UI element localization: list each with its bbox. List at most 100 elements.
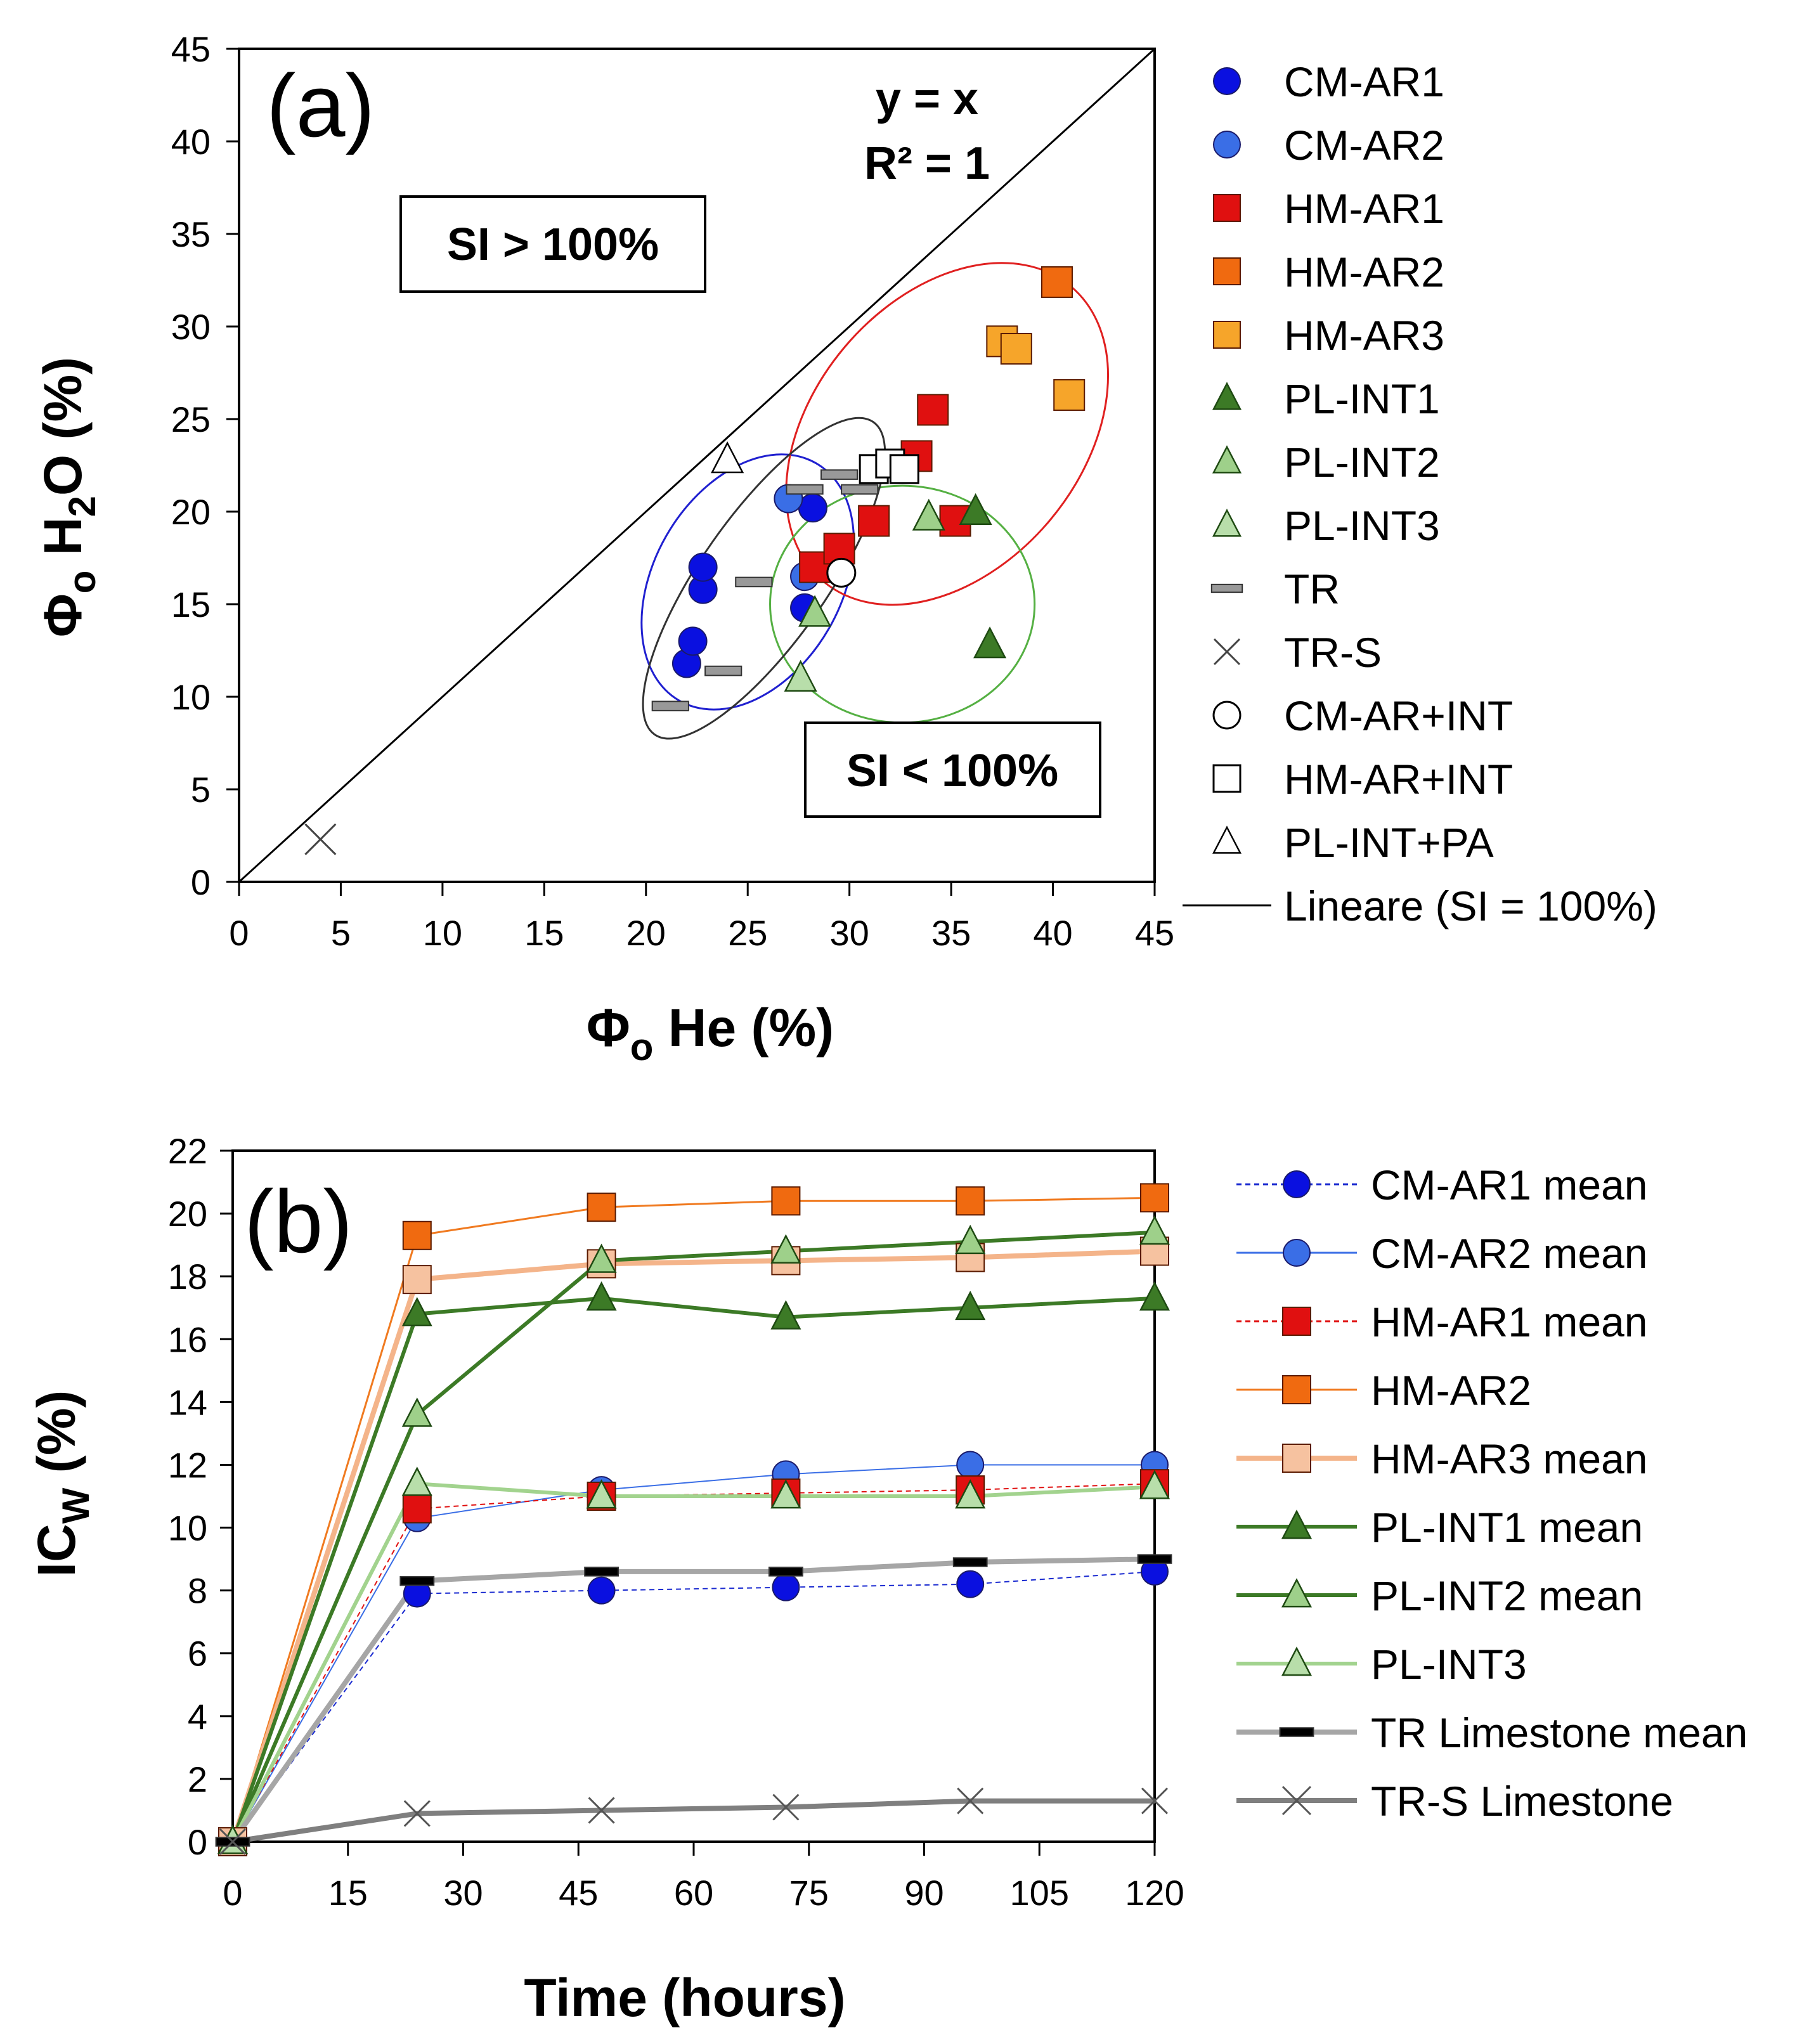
point-cm-ar2-mean (956, 1451, 985, 1479)
legend-marker-pl-int1-mean (1281, 1510, 1313, 1539)
legend-label-hm-ar2: HM-AR2 (1371, 1367, 1531, 1414)
point-tr-s-limestone (957, 1787, 984, 1814)
annotation-box-si-high (399, 195, 706, 293)
y-tick-label: 16 (168, 1319, 207, 1359)
legend-marker-pl-int-pa (1212, 825, 1242, 854)
legend-label-tr-limestone-mean: TR Limestone mean (1371, 1709, 1747, 1756)
point-tr (735, 576, 773, 588)
legend-label-tr: TR (1284, 566, 1340, 612)
x-tick-label: 0 (229, 913, 249, 953)
legend-marker-pl-int3 (1281, 1646, 1313, 1676)
x-axis-title-b: Time (hours) (524, 1968, 845, 2028)
x-tick-label: 120 (1125, 1873, 1184, 1913)
legend-label-tr-s-limestone: TR-S Limestone (1371, 1778, 1673, 1825)
point-pl-int1 (973, 626, 1007, 659)
point-hm-ar1 (917, 394, 949, 426)
legend-label-lineare-si-100: Lineare (SI = 100%) (1284, 883, 1657, 929)
point-tr (786, 484, 824, 495)
y-tick-label: 8 (188, 1571, 207, 1611)
point-pl-int2 (912, 498, 945, 531)
point-hm-ar1 (823, 533, 855, 565)
y-tick-label: 40 (171, 122, 211, 162)
point-hm-ar3 (1000, 333, 1032, 365)
x-tick-label: 75 (789, 1873, 829, 1913)
legend-marker-cm-ar2 (1213, 131, 1241, 158)
series-lines-b (230, 1196, 1155, 1844)
legend-label-hm-ar1-mean: HM-AR1 mean (1371, 1298, 1647, 1345)
point-pl-int3 (1139, 1470, 1170, 1499)
point-pl-int1-mean (401, 1297, 432, 1327)
series-line-pl-int2-mean (231, 1230, 1155, 1843)
identity-line (238, 48, 1156, 883)
point-pl-int1-mean (770, 1300, 801, 1329)
legend-label-cm-ar1: CM-AR1 (1284, 58, 1444, 105)
x-tick-label: 10 (423, 913, 462, 953)
series-line-pl-int1-mean (231, 1296, 1155, 1842)
x-tick-label: 105 (1010, 1873, 1069, 1913)
point-hm-ar3 (1053, 379, 1086, 411)
point-hm-ar1 (939, 505, 971, 537)
legend-marker-pl-int1 (1212, 382, 1242, 410)
point-tr-s-limestone (772, 1794, 800, 1821)
point-pl-int2-mean (401, 1397, 432, 1427)
series-line-cm-ar1-mean (232, 1570, 1155, 1842)
point-pl-int1-mean (955, 1290, 986, 1321)
legend-marker-cm-ar-int (1212, 701, 1242, 730)
point-cm-ar-int (826, 557, 857, 588)
y-tick-label: 5 (191, 770, 211, 810)
y-tick-label: 0 (191, 862, 211, 902)
x-tick-label: 30 (830, 913, 869, 953)
legend-label-hm-ar2: HM-AR2 (1284, 249, 1444, 295)
cluster-ellipse (640, 453, 855, 711)
y-tick-label: 14 (168, 1382, 207, 1422)
axis-ticks-b: 0 15 30 45 60 75 90 105 120 0 2 4 6 8 10 12 14 16 18 20 22 (168, 1131, 1184, 1913)
point-tr-limestone-mean (768, 1567, 803, 1577)
point-pl-int2-mean (1139, 1215, 1170, 1245)
point-pl-int1-mean (1139, 1281, 1170, 1311)
point-pl-int3 (770, 1479, 801, 1509)
legend-marker-hm-ar2 (1213, 257, 1241, 285)
legend-label-cm-ar1-mean: CM-AR1 mean (1371, 1161, 1647, 1208)
point-tr-limestone-mean (399, 1576, 435, 1586)
y-tick-label: 35 (171, 214, 211, 254)
x-tick-label: 5 (331, 913, 351, 953)
point-pl-int3 (586, 1479, 617, 1509)
y-tick-label: 10 (168, 1508, 207, 1548)
series-line-hm-ar2 (231, 1196, 1155, 1842)
x-tick-label: 45 (1135, 913, 1174, 953)
point-pl-int1-mean (586, 1281, 617, 1311)
legend-marker-cm-ar1-mean (1283, 1170, 1311, 1198)
point-tr (704, 665, 742, 676)
series-line-tr-s-limestone (232, 1798, 1155, 1844)
point-tr-limestone-mean (584, 1567, 619, 1577)
y-tick-label: 0 (188, 1822, 207, 1862)
x-tick-label: 15 (328, 1873, 368, 1913)
legend-marker-cm-ar2-mean (1283, 1239, 1311, 1267)
point-tr-s-limestone (588, 1797, 615, 1824)
point-hm-ar2 (402, 1220, 432, 1250)
point-pl-int2 (798, 595, 832, 627)
point-hm-ar2 (771, 1186, 801, 1216)
legend-label-pl-int-pa: PL-INT+PA (1284, 819, 1494, 866)
y-tick-label: 4 (188, 1697, 207, 1737)
point-tr-s-limestone (1141, 1787, 1169, 1814)
y-axis-title-b: ICW (%) (27, 1390, 97, 1577)
legend-marker-cm-ar1 (1213, 67, 1241, 95)
annotation-si-high: SI > 100% (447, 219, 659, 270)
axis-ticks-a: 0 5 10 15 20 25 30 35 40 45 0 5 10 15 20 25 30 35 40 45 (171, 29, 1174, 953)
point-hm-ar2 (1041, 266, 1073, 298)
series-line-pl-int3 (231, 1482, 1155, 1843)
y-tick-label: 20 (168, 1194, 207, 1234)
point-cm-ar1 (798, 493, 827, 523)
point-tr (651, 701, 689, 711)
x-tick-label: 90 (904, 1873, 943, 1913)
equation-line-2: R² = 1 (864, 138, 990, 189)
legend-marker-hm-ar1 (1213, 194, 1241, 222)
series-line-hm-ar3-mean (230, 1248, 1155, 1843)
point-tr-s-limestone (219, 1828, 247, 1856)
legend-label-cm-ar2: CM-AR2 (1284, 122, 1444, 169)
legend-marker-pl-int3 (1212, 508, 1242, 537)
point-pl-int2-mean (955, 1224, 986, 1255)
point-hm-ar3-mean (402, 1265, 432, 1295)
cluster-ellipse (785, 262, 1110, 606)
